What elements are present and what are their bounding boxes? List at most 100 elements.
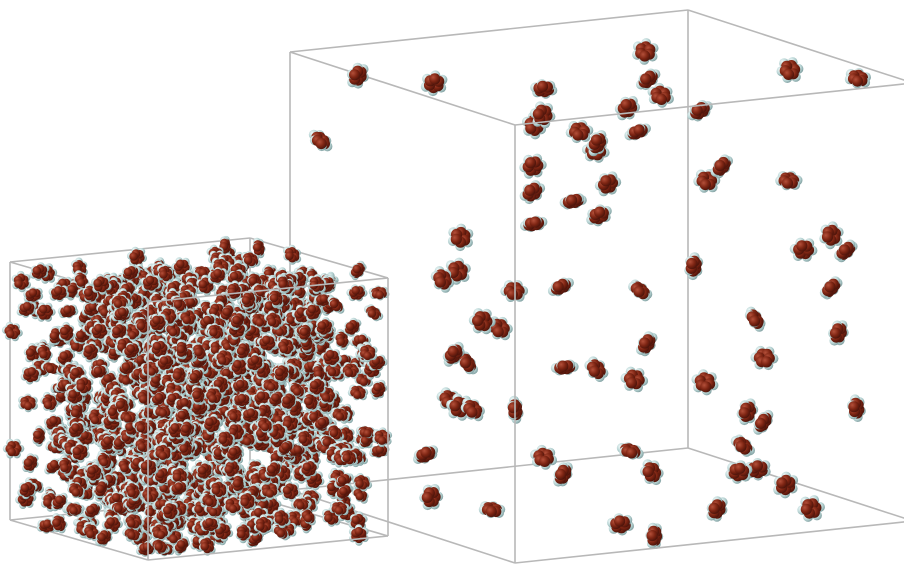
molecule [707, 496, 728, 521]
molecule [607, 513, 634, 535]
carbon-atom [621, 99, 632, 110]
box-edge [290, 52, 515, 125]
carbon-atom [709, 503, 720, 514]
carbon-atom [647, 530, 658, 541]
molecule [2, 322, 23, 341]
carbon-atom [43, 519, 52, 528]
carbon-atom [714, 160, 725, 171]
carbon-atom [71, 342, 80, 351]
molecule [845, 68, 871, 89]
molecule [560, 193, 587, 209]
molecule [500, 280, 528, 302]
carbon-atom [700, 381, 711, 392]
molecule [413, 445, 438, 464]
carbon-atom [49, 416, 58, 425]
molecule [566, 120, 594, 143]
page: {} (() => { JSON.parse(document.getEleme… [0, 0, 904, 577]
molecule [790, 238, 818, 262]
carbon-atom [848, 401, 859, 412]
carbon-atom [783, 69, 794, 80]
carbon-atom [566, 195, 577, 206]
carbon-atom [614, 515, 625, 526]
carbon-atom [253, 243, 262, 252]
carbon-atom [69, 506, 78, 515]
molecule [309, 130, 333, 152]
carbon-atom [26, 348, 35, 357]
carbon-atom [782, 178, 793, 189]
carbon-atom [176, 260, 185, 269]
carbon-atom [24, 458, 33, 467]
box-edge [290, 10, 688, 52]
molecule [621, 367, 649, 393]
molecule [628, 280, 652, 302]
carbon-atom [830, 328, 841, 339]
carbon-atom [533, 108, 544, 119]
carbon-atom [801, 504, 812, 515]
molecule [530, 101, 556, 128]
carbon-atom [639, 337, 650, 348]
molecule [819, 221, 843, 249]
carbon-atom [686, 258, 697, 269]
carbon-atom [316, 138, 327, 149]
carbon-atom [448, 346, 459, 357]
molecule [448, 224, 473, 252]
carbon-atom [656, 94, 667, 105]
carbon-atom [486, 506, 497, 517]
carbon-atom [700, 179, 711, 190]
molecule [553, 462, 573, 487]
molecule [479, 501, 505, 518]
carbon-atom [451, 234, 462, 245]
molecule [586, 204, 612, 226]
carbon-atom [6, 330, 15, 339]
carbon-atom [349, 69, 360, 80]
carbon-atom [29, 288, 38, 297]
carbon-atom [639, 50, 650, 61]
box-edge [290, 490, 515, 563]
carbon-atom [839, 244, 850, 255]
molecule [648, 83, 674, 108]
carbon-atom [824, 281, 835, 292]
carbon-atom [822, 231, 833, 242]
molecule [692, 369, 719, 395]
molecule [615, 96, 640, 120]
molecule [624, 124, 651, 141]
carbon-atom [50, 332, 59, 341]
carbon-atom [776, 477, 787, 488]
molecule [551, 360, 579, 376]
carbon-atom [739, 407, 750, 418]
carbon-atom [33, 430, 42, 439]
carbon-atom [449, 400, 460, 411]
molecule [520, 216, 547, 233]
carbon-atom [761, 356, 772, 367]
molecule [711, 154, 734, 178]
molecule [617, 442, 644, 459]
carbon-atom [752, 460, 763, 471]
carbon-atom [796, 240, 807, 251]
molecule [584, 356, 608, 382]
carbon-atom [643, 466, 654, 477]
carbon-atom [572, 130, 583, 141]
carbon-atom [14, 279, 23, 288]
molecule [3, 439, 25, 459]
carbon-atom [50, 460, 59, 469]
carbon-atom [21, 484, 30, 493]
box-edge [515, 521, 904, 563]
carbon-atom [52, 518, 61, 527]
molecule [530, 445, 557, 470]
carbon-atom [539, 456, 550, 467]
carbon-atom [555, 469, 566, 480]
molecule [636, 331, 658, 356]
molecule [773, 472, 798, 499]
molecule [847, 394, 866, 422]
molecule [640, 459, 664, 485]
carbon-atom [24, 402, 33, 411]
molecule [347, 63, 369, 89]
carbon-atom [33, 266, 42, 275]
carbon-atom [466, 407, 477, 418]
carbon-atom [634, 286, 645, 297]
carbon-atom [422, 492, 433, 503]
molecule [520, 180, 546, 204]
molecule [828, 320, 849, 345]
molecule [777, 57, 804, 83]
carbon-atom [23, 302, 32, 311]
